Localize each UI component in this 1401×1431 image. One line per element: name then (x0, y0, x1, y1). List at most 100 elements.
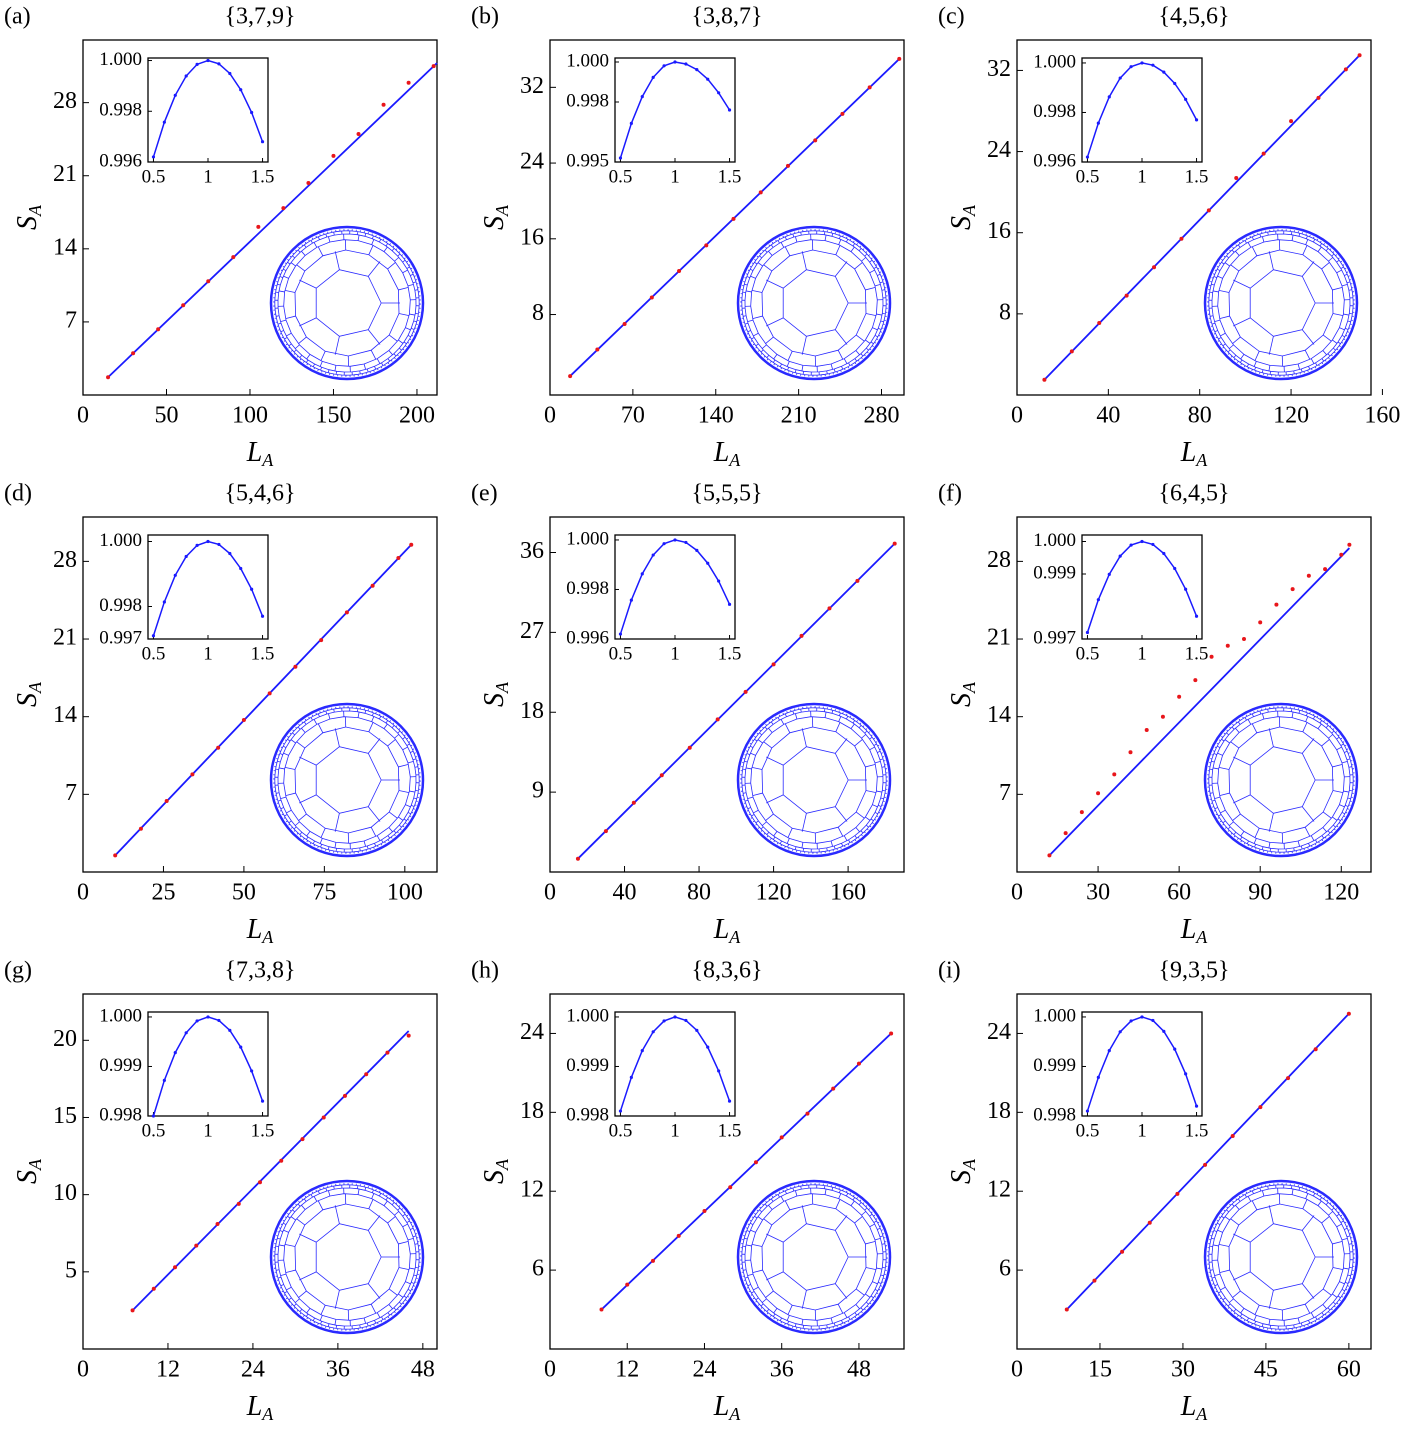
data-point (293, 664, 298, 669)
tiling-edge (315, 712, 318, 715)
tiling-edge (1268, 1319, 1271, 1326)
x-axis-label: LA (713, 914, 742, 947)
tiling-edge (371, 716, 375, 722)
tiling-edge (1212, 1227, 1215, 1229)
tiling-edge (1224, 350, 1227, 352)
tiling-edge (381, 362, 384, 366)
tiling-edge (830, 840, 834, 847)
tiling-edge (391, 725, 395, 728)
tiling-edge (317, 369, 319, 372)
tiling-edge (879, 271, 882, 274)
tiling-edge (1237, 721, 1241, 725)
tiling-edge (371, 1193, 375, 1199)
tiling-edge (745, 750, 748, 752)
tiling-edge (376, 1322, 379, 1325)
tiling-edge (405, 327, 411, 331)
tiling-edge (784, 1200, 791, 1210)
tiling-edge (1268, 842, 1271, 849)
tiling-edge (864, 1207, 868, 1211)
tiling-edge (276, 758, 279, 760)
tiling-edge (746, 809, 749, 812)
tiling-edge (363, 1317, 367, 1324)
tiling-edge (747, 330, 751, 333)
tiling-edge (862, 1202, 865, 1205)
tiling-edge (1255, 847, 1257, 850)
tiling-edge (392, 722, 395, 725)
tiling-edge (1344, 273, 1348, 276)
inset-point (250, 110, 254, 115)
data-point (321, 1115, 326, 1120)
data-point (631, 800, 636, 805)
inset-point (162, 600, 166, 604)
tiling-edge (863, 354, 866, 357)
tiling-edge (414, 1243, 419, 1245)
tiling-edge (851, 1318, 853, 1321)
data-point (1323, 567, 1328, 572)
tiling-edge (766, 355, 770, 358)
tiling-edge (402, 825, 405, 828)
tiling-edge (1209, 792, 1214, 794)
tiling-edge (297, 726, 301, 730)
tiling-edge (1235, 250, 1240, 256)
tiling-edge (874, 1289, 878, 1292)
tiling-edge (415, 1277, 418, 1279)
tiling-edge (1332, 1293, 1338, 1298)
tiling-edge (860, 830, 864, 834)
x-axis-label-sub: A (1195, 450, 1208, 470)
tiling-edge (869, 259, 873, 263)
tiling-edge (771, 241, 774, 244)
tiling-edge (744, 283, 748, 286)
inset-point (228, 1028, 232, 1032)
tiling-edge (319, 1188, 321, 1191)
tiling-edge (1328, 357, 1330, 360)
tiling-edge (1224, 1304, 1227, 1306)
tiling-edge (304, 241, 307, 244)
tiling-edge (866, 351, 869, 354)
tiling-edge (398, 1293, 404, 1298)
tiling-edge (768, 250, 773, 256)
tiling-edge (385, 240, 388, 243)
x-tick-label: 0.5 (142, 643, 166, 664)
tiling-edge (1348, 289, 1353, 291)
data-point (827, 606, 832, 611)
tiling-edge (755, 343, 759, 347)
tiling-edge (1302, 261, 1315, 277)
tiling-edge (1247, 242, 1252, 248)
tiling-edge (780, 367, 783, 370)
data-point (753, 1160, 758, 1165)
tiling-edge (780, 844, 783, 847)
tiling-edge (854, 358, 858, 362)
tiling-edge (371, 1187, 373, 1190)
tiling-edge (406, 266, 410, 269)
tiling-edge (369, 371, 371, 374)
tiling-edge (800, 708, 802, 713)
data-point (650, 1258, 655, 1263)
tiling-edge (304, 718, 307, 721)
tiling-edge (1321, 839, 1324, 842)
plot-frame (1016, 39, 1372, 396)
tiling-edge (1330, 354, 1333, 357)
tiling-edge (313, 242, 318, 248)
tiling-boundary (736, 1179, 892, 1335)
tiling-edge (826, 847, 828, 852)
tiling-edge (284, 290, 296, 293)
tiling-edge (1232, 336, 1241, 345)
x-axis-label-sub: A (1195, 1404, 1208, 1424)
tiling-edge (320, 367, 323, 371)
tiling-edge (378, 236, 381, 239)
tiling-edge (1346, 748, 1349, 751)
tiling-edge (854, 261, 863, 270)
tiling-edge (879, 1235, 884, 1238)
inset-point (239, 1045, 243, 1049)
tiling-edge (281, 1290, 284, 1293)
tiling-edge (787, 844, 790, 848)
y-tick-label: 0.995 (566, 150, 609, 171)
tiling-edge (1317, 246, 1322, 252)
data-point (319, 638, 324, 643)
tiling-edge (1251, 246, 1258, 256)
tiling-edge (1261, 713, 1265, 720)
data-point (151, 1286, 156, 1291)
data-point (625, 1282, 630, 1287)
tiling-edge (1253, 1188, 1255, 1191)
x-axis-label: LA (1180, 914, 1209, 947)
